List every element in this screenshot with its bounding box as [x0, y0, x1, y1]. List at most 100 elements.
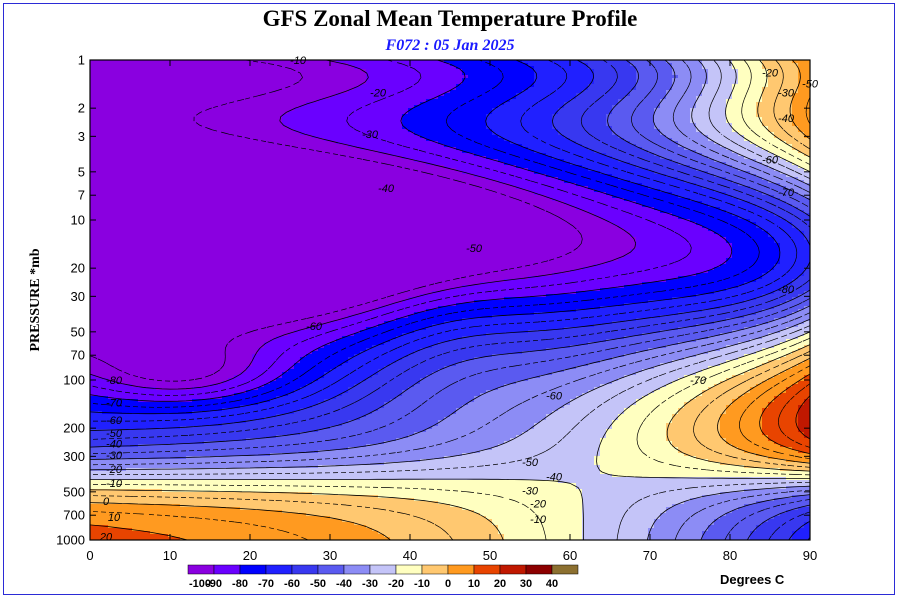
heatmap-cell: [636, 75, 643, 79]
heatmap-cell: [624, 123, 631, 127]
heatmap-cell: [654, 66, 661, 70]
heatmap-cell: [588, 90, 595, 94]
heatmap-cell: [216, 78, 223, 82]
heatmap-cell: [114, 84, 121, 88]
heatmap-cell: [582, 153, 589, 157]
heatmap-cell: [804, 138, 810, 142]
heatmap-cell: [96, 81, 103, 85]
figure-frame: [3, 3, 895, 595]
heatmap-cell: [264, 147, 271, 151]
heatmap-cell: [438, 129, 445, 133]
heatmap-cell: [372, 108, 379, 112]
heatmap-cell: [594, 63, 601, 67]
heatmap-cell: [600, 138, 607, 142]
heatmap-cell: [768, 87, 775, 91]
heatmap-cell: [246, 75, 253, 79]
heatmap-cell: [102, 105, 109, 109]
heatmap-cell: [510, 102, 517, 106]
heatmap-cell: [618, 147, 625, 151]
heatmap-cell: [684, 123, 691, 127]
heatmap-cell: [540, 75, 547, 79]
heatmap-cell: [450, 63, 457, 67]
heatmap-cell: [666, 78, 673, 82]
heatmap-cell: [684, 117, 691, 121]
heatmap-cell: [540, 150, 547, 154]
heatmap-cell: [492, 120, 499, 124]
heatmap-cell: [318, 93, 325, 97]
heatmap-cell: [396, 156, 403, 160]
heatmap-cell: [366, 123, 373, 127]
heatmap-cell: [624, 96, 631, 100]
heatmap-cell: [612, 78, 619, 82]
heatmap-cell: [114, 132, 121, 136]
heatmap-cell: [204, 114, 211, 118]
heatmap-cell: [660, 111, 667, 115]
heatmap-cell: [426, 129, 433, 133]
heatmap-cell: [540, 135, 547, 139]
heatmap-cell: [306, 117, 313, 121]
heatmap-cell: [486, 111, 493, 115]
heatmap-cell: [192, 60, 199, 64]
heatmap-cell: [318, 138, 325, 142]
heatmap-cell: [108, 129, 115, 133]
heatmap-cell: [756, 156, 763, 160]
heatmap-cell: [264, 141, 271, 145]
heatmap-cell: [792, 138, 799, 142]
heatmap-cell: [354, 111, 361, 115]
heatmap-cell: [462, 90, 469, 94]
heatmap-cell: [498, 63, 505, 67]
heatmap-cell: [600, 66, 607, 70]
heatmap-cell: [642, 84, 649, 88]
heatmap-cell: [258, 156, 265, 160]
heatmap-cell: [804, 147, 810, 151]
heatmap-cell: [468, 153, 475, 157]
heatmap-cell: [348, 99, 355, 103]
heatmap-cell: [198, 60, 205, 64]
heatmap-cell: [186, 114, 193, 118]
heatmap-cell: [186, 87, 193, 91]
heatmap-cell: [516, 84, 523, 88]
heatmap-cell: [774, 147, 781, 151]
heatmap-cell: [660, 63, 667, 67]
heatmap-cell: [696, 147, 703, 151]
heatmap-cell: [552, 150, 559, 154]
heatmap-cell: [156, 69, 163, 73]
heatmap-cell: [618, 72, 625, 76]
heatmap-cell: [654, 87, 661, 91]
heatmap-cell: [276, 102, 283, 106]
heatmap-cell: [528, 90, 535, 94]
heatmap-cell: [372, 87, 379, 91]
heatmap-cell: [180, 75, 187, 79]
heatmap-cell: [690, 96, 697, 100]
heatmap-cell: [138, 81, 145, 85]
heatmap-cell: [726, 156, 733, 160]
heatmap-cell: [504, 75, 511, 79]
heatmap-cell: [600, 111, 607, 115]
heatmap-cell: [276, 129, 283, 133]
heatmap-cell: [726, 93, 733, 97]
heatmap-cell: [444, 108, 451, 112]
heatmap-cell: [426, 87, 433, 91]
heatmap-cell: [348, 132, 355, 136]
heatmap-cell: [678, 102, 685, 106]
heatmap-cell: [612, 144, 619, 148]
heatmap-cell: [678, 114, 685, 118]
heatmap-cell: [576, 69, 583, 73]
heatmap-cell: [258, 135, 265, 139]
heatmap-cell: [504, 123, 511, 127]
heatmap-cell: [720, 81, 727, 85]
heatmap-cell: [138, 129, 145, 133]
heatmap-cell: [330, 147, 337, 151]
heatmap-cell: [330, 132, 337, 136]
heatmap-cell: [408, 108, 415, 112]
heatmap-cell: [270, 111, 277, 115]
heatmap-cell: [786, 126, 793, 130]
heatmap-cell: [210, 132, 217, 136]
heatmap-cell: [378, 93, 385, 97]
heatmap-cell: [474, 60, 481, 64]
heatmap-cell: [552, 60, 559, 64]
heatmap-cell: [198, 123, 205, 127]
heatmap-cell: [702, 87, 709, 91]
heatmap-cell: [630, 84, 637, 88]
heatmap-cell: [180, 114, 187, 118]
